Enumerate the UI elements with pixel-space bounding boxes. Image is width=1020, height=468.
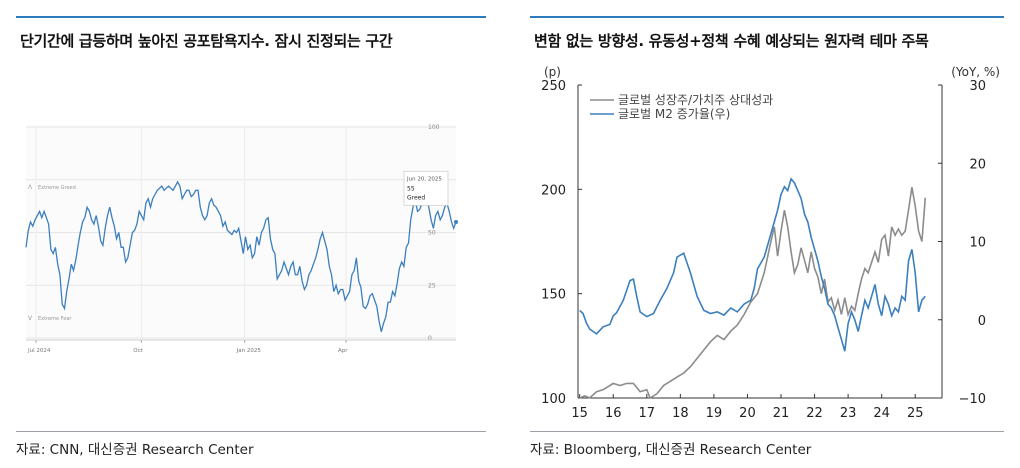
right-bottom-rule	[530, 431, 1004, 432]
left-top-rule	[16, 16, 486, 18]
right-chart-panel: 변함 없는 방향성. 유동성+정책 수혜 예상되는 원자력 테마 주목 (p) (…	[530, 0, 1004, 468]
left-source-note: 자료: CNN, 대신증권 Research Center	[16, 442, 254, 458]
left-x-tick-label: Jul 2024	[27, 348, 51, 354]
left-y-tick-label: 100	[428, 124, 440, 131]
fear-greed-series-line	[25, 180, 457, 332]
x-tick-label: 18	[672, 406, 689, 421]
x-tick-label: 16	[605, 406, 622, 421]
left-unit-label: (p)	[544, 65, 561, 79]
legend-growth-value: 글로벌 성장주/가치주 상대성과	[618, 93, 773, 107]
x-tick-label: 19	[706, 406, 723, 421]
left-y-tick-label: 250	[541, 79, 566, 94]
right-y-tick-label: −10	[959, 392, 986, 407]
x-tick-label: 22	[806, 406, 823, 421]
x-tick-label: 25	[907, 406, 924, 421]
tooltip-label: Greed	[407, 194, 425, 201]
x-tick-label: 23	[840, 406, 857, 421]
tooltip-point	[454, 219, 458, 224]
left-chart-title: 단기간에 급등하며 높아진 공포탐욕지수. 잠시 진정되는 구간	[20, 32, 393, 50]
tooltip-box	[403, 170, 449, 206]
right-y-tick-label: 0	[978, 314, 986, 329]
right-y-tick-label: 10	[969, 236, 986, 251]
x-tick-label: 21	[773, 406, 790, 421]
left-x-tick-label: Apr	[338, 348, 348, 354]
extreme-fear-marker-icon: V	[28, 315, 33, 322]
legend-global-m2: 글로벌 M2 증가율(우)	[618, 107, 730, 121]
extreme-fear-label: Extreme Fear	[38, 316, 72, 322]
global-m2-series-line	[579, 177, 926, 352]
right-y-tick-label: 20	[969, 157, 986, 172]
left-x-tick-label: Oct	[133, 348, 143, 354]
left-y-tick-label: 0	[428, 335, 432, 342]
extreme-greed-label: Extreme Greed	[38, 185, 76, 191]
right-unit-label: (YoY, %)	[951, 65, 1000, 79]
x-tick-label: 20	[739, 406, 756, 421]
tooltip-date: Jun 20, 2025	[406, 176, 442, 182]
x-tick-label: 24	[873, 406, 890, 421]
right-source-note: 자료: Bloomberg, 대신증권 Research Center	[530, 442, 812, 458]
left-bottom-rule	[16, 431, 486, 432]
growth-value-series-line	[579, 187, 927, 400]
right-top-rule	[530, 16, 1004, 18]
x-tick-label: 15	[571, 406, 588, 421]
left-y-tick-label: 200	[541, 183, 566, 198]
tooltip-value: 55	[407, 185, 415, 192]
left-y-tick-label: 100	[541, 392, 566, 407]
right-chart-title: 변함 없는 방향성. 유동성+정책 수혜 예상되는 원자력 테마 주목	[534, 32, 929, 50]
left-y-tick-label: 50	[428, 230, 436, 237]
left-chart-panel: 단기간에 급등하며 높아진 공포탐욕지수. 잠시 진정되는 구간 1007550…	[16, 0, 486, 468]
x-tick-label: 17	[639, 406, 656, 421]
left-y-tick-label: 25	[428, 282, 436, 289]
right-y-tick-label: 30	[969, 79, 986, 94]
left-x-tick-label: Jan 2025	[236, 348, 262, 354]
extreme-greed-marker-icon: Λ	[28, 184, 33, 191]
left-y-tick-label: 150	[541, 288, 566, 303]
